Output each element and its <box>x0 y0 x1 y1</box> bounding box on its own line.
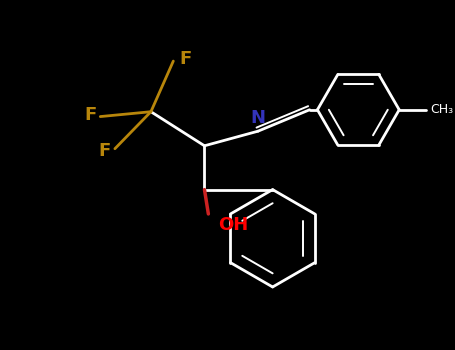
Text: F: F <box>99 142 111 160</box>
Text: CH₃: CH₃ <box>430 103 454 116</box>
Text: F: F <box>84 106 96 124</box>
Text: OH: OH <box>218 216 248 234</box>
Text: F: F <box>179 50 192 68</box>
Text: N: N <box>251 109 266 127</box>
